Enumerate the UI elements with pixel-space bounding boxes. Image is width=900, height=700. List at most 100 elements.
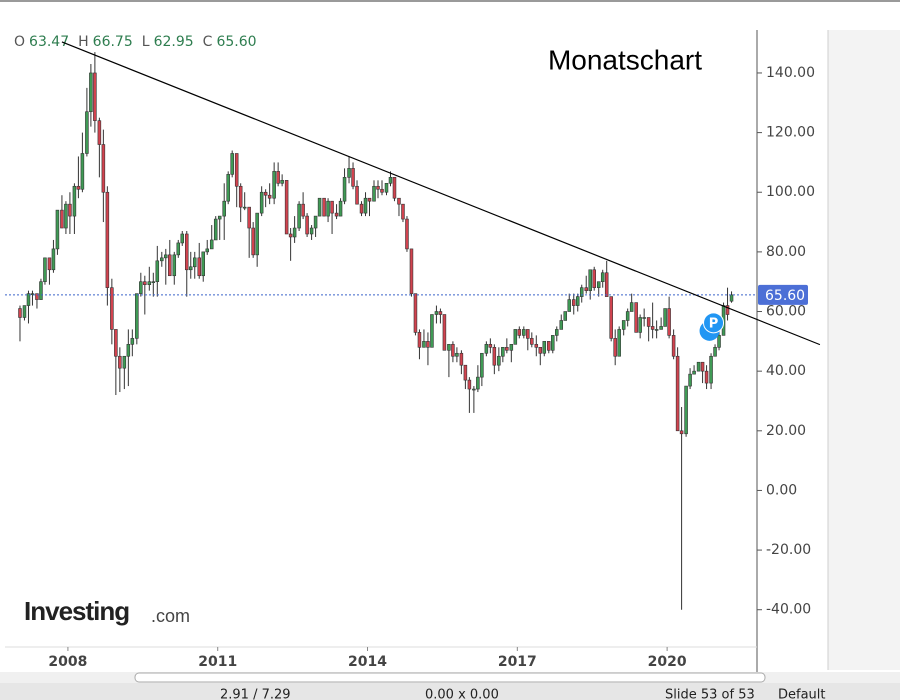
logo: Investing .com bbox=[24, 596, 190, 626]
candle-body bbox=[413, 293, 418, 333]
candle-body bbox=[297, 203, 301, 229]
current-price-tag bbox=[758, 284, 808, 305]
candle-body bbox=[679, 430, 684, 435]
candle-body bbox=[342, 177, 347, 202]
candle-body bbox=[384, 182, 389, 193]
candle-body bbox=[68, 203, 72, 217]
candle-body bbox=[26, 293, 31, 306]
candle-body bbox=[380, 188, 384, 193]
candle-body bbox=[160, 257, 164, 262]
y-tick-label: 60.00 bbox=[766, 304, 806, 320]
candle-body bbox=[505, 347, 509, 351]
ohlc-header: O 63.47 H 66.75 L 62.95 C 65.60 bbox=[14, 34, 257, 50]
candle-body bbox=[517, 329, 522, 336]
y-tick-label: 40.00 bbox=[766, 363, 806, 379]
candle-body bbox=[455, 352, 459, 357]
y-tick-label: 100.00 bbox=[766, 184, 815, 200]
candle-body bbox=[309, 227, 314, 235]
candle-body bbox=[192, 257, 197, 268]
candle-body bbox=[684, 385, 688, 435]
candle-body bbox=[634, 302, 638, 333]
candle-body bbox=[476, 376, 480, 390]
candle-body bbox=[197, 257, 201, 277]
candle-body bbox=[122, 355, 127, 369]
candle-body bbox=[255, 212, 259, 256]
candle-body bbox=[101, 144, 106, 193]
logo-main: Investing bbox=[24, 596, 129, 626]
candle-body bbox=[488, 344, 493, 348]
candle-body bbox=[575, 296, 580, 306]
candle-body bbox=[472, 388, 476, 391]
candle-body bbox=[359, 203, 364, 214]
candle-body bbox=[139, 281, 143, 294]
candle-body bbox=[646, 317, 651, 327]
candle-body bbox=[609, 296, 613, 339]
candle-body bbox=[367, 197, 372, 202]
candle-body bbox=[363, 197, 368, 214]
candle-body bbox=[147, 281, 152, 285]
candle-body bbox=[284, 180, 289, 235]
x-tick-label: 2011 bbox=[198, 654, 237, 670]
ohlc-letter: H bbox=[78, 34, 89, 50]
ohlc-value: 66.75 bbox=[93, 34, 133, 50]
slide-margin bbox=[828, 30, 900, 670]
ohlc-value: 65.60 bbox=[216, 34, 256, 50]
candle-body bbox=[55, 209, 60, 250]
candle-body bbox=[263, 191, 268, 196]
candle-body bbox=[118, 355, 122, 369]
candle-body bbox=[592, 269, 596, 288]
candle-body bbox=[600, 272, 605, 283]
candle-body bbox=[143, 281, 147, 285]
candle-body bbox=[376, 185, 380, 190]
candle-body bbox=[638, 317, 642, 333]
candle-body bbox=[76, 185, 81, 190]
candle-body bbox=[280, 180, 284, 184]
candle-body bbox=[347, 168, 351, 178]
candle-body bbox=[130, 338, 135, 345]
candle-body bbox=[663, 308, 667, 327]
candle-body bbox=[426, 341, 430, 348]
candle-body bbox=[451, 344, 455, 357]
candle-body bbox=[288, 233, 293, 238]
scrollbar-thumb[interactable] bbox=[134, 672, 766, 683]
candle-body bbox=[172, 254, 177, 277]
candle-body bbox=[217, 215, 222, 220]
candle-body bbox=[667, 308, 671, 336]
candle-body bbox=[717, 335, 721, 348]
candle-body bbox=[480, 352, 484, 378]
candle-body bbox=[317, 197, 322, 217]
candle-body bbox=[659, 326, 663, 330]
candle-body bbox=[305, 215, 309, 235]
candle-body bbox=[155, 260, 160, 283]
candle-body bbox=[292, 227, 297, 238]
candle-body bbox=[39, 281, 43, 300]
candle-body bbox=[513, 329, 518, 345]
candle-body bbox=[729, 294, 734, 302]
x-tick-label: 2014 bbox=[348, 654, 387, 670]
candle-body bbox=[397, 197, 401, 205]
candle-body bbox=[509, 344, 514, 351]
candle-body bbox=[688, 373, 692, 387]
candle-body bbox=[97, 120, 102, 145]
y-tick-label: 20.00 bbox=[766, 423, 806, 439]
candle-body bbox=[18, 308, 22, 318]
candle-body bbox=[522, 329, 526, 336]
candle-body bbox=[351, 168, 355, 187]
candle-body bbox=[542, 341, 547, 354]
candle-body bbox=[276, 171, 280, 184]
candle-body bbox=[334, 212, 339, 217]
candle-body bbox=[72, 185, 77, 217]
candle-body bbox=[409, 248, 414, 294]
candle-body bbox=[430, 314, 434, 348]
y-tick-label: 80.00 bbox=[766, 244, 806, 260]
y-tick-label: 120.00 bbox=[766, 125, 815, 141]
candle-body bbox=[501, 347, 505, 357]
candle-body bbox=[617, 329, 621, 357]
candle-body bbox=[267, 194, 272, 199]
candle-body bbox=[222, 200, 226, 217]
ohlc-letter: C bbox=[203, 34, 213, 50]
candle-body bbox=[675, 355, 680, 432]
candle-body bbox=[176, 242, 181, 256]
candle-body bbox=[201, 251, 205, 277]
